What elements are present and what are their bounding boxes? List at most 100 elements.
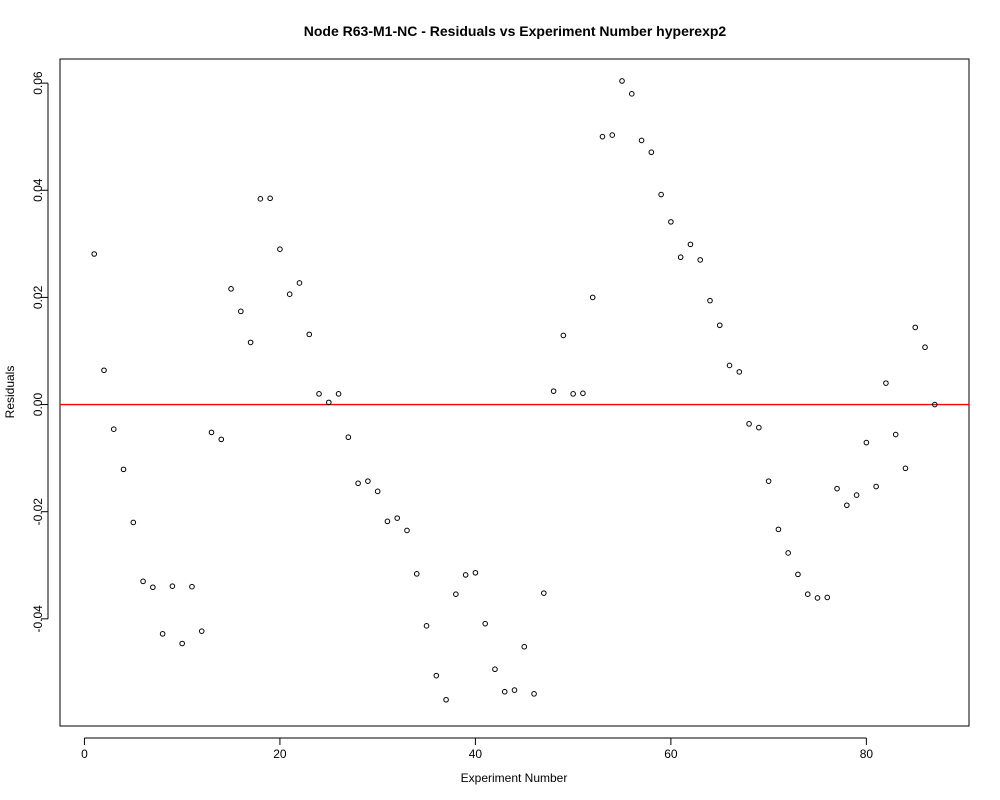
data-point	[707, 297, 713, 304]
data-point	[609, 132, 616, 138]
data-point	[922, 344, 928, 351]
data-point	[716, 322, 723, 329]
y-tick-label: -0.02	[31, 498, 45, 526]
data-point	[423, 623, 430, 629]
data-point	[384, 518, 391, 525]
x-tick-label: 20	[273, 747, 287, 761]
data-point	[316, 391, 322, 397]
data-point	[883, 380, 889, 386]
data-point	[658, 191, 664, 198]
data-point	[619, 78, 625, 84]
data-point	[218, 436, 225, 443]
data-point	[668, 219, 674, 225]
data-point	[453, 591, 459, 598]
y-tick-label: 0.00	[31, 393, 45, 417]
data-point	[638, 137, 645, 144]
data-point	[257, 196, 264, 202]
data-point	[804, 591, 811, 598]
x-tick-label: 0	[81, 747, 88, 761]
data-point	[296, 280, 303, 286]
data-point	[345, 434, 352, 441]
data-point	[462, 572, 469, 578]
data-point	[541, 590, 547, 596]
y-tick-label: 0.02	[31, 285, 45, 309]
data-point	[198, 628, 205, 634]
data-point	[130, 519, 137, 526]
data-point	[648, 149, 655, 156]
data-point	[238, 308, 244, 315]
x-tick-label: 80	[860, 747, 874, 761]
y-axis: -0.04 -0.02 0.00 0.02 0.04 0.06	[31, 71, 49, 633]
x-axis-label: Experiment Number	[461, 771, 568, 785]
data-point	[228, 286, 234, 292]
data-point	[306, 331, 313, 338]
data-point	[677, 254, 684, 261]
data-point	[628, 91, 635, 97]
data-point	[355, 480, 361, 487]
data-point	[179, 640, 185, 647]
data-point	[472, 569, 479, 576]
data-point	[189, 583, 195, 590]
data-point	[101, 367, 107, 374]
data-point	[902, 465, 909, 472]
data-point	[785, 550, 791, 556]
data-point	[795, 571, 801, 578]
data-point	[697, 257, 704, 263]
x-tick-label: 40	[469, 747, 483, 761]
plot-frame	[59, 58, 970, 727]
data-point	[765, 478, 772, 484]
data-point	[159, 631, 166, 637]
data-point	[277, 246, 283, 252]
data-point	[570, 391, 576, 397]
data-point	[931, 401, 938, 408]
x-tick-label: 60	[664, 747, 678, 761]
data-point	[746, 421, 752, 427]
y-tick-label: 0.06	[31, 71, 45, 95]
data-point	[775, 526, 782, 533]
data-point	[912, 324, 919, 331]
data-point	[433, 672, 440, 679]
data-point	[335, 391, 342, 397]
data-point	[492, 666, 498, 673]
data-point	[443, 696, 449, 703]
data-point	[550, 388, 557, 394]
data-point	[814, 595, 821, 601]
data-point	[286, 291, 293, 297]
data-point	[589, 294, 596, 301]
data-point	[120, 466, 127, 473]
data-point	[580, 390, 586, 397]
data-point	[140, 578, 146, 585]
data-point	[687, 241, 694, 248]
data-point	[110, 426, 117, 432]
data-point	[208, 429, 215, 436]
data-point	[482, 620, 488, 627]
data-point	[413, 571, 420, 577]
chart-title: Node R63-M1-NC - Residuals vs Experiment…	[304, 23, 727, 39]
data-point	[560, 332, 567, 339]
data-point	[736, 369, 743, 375]
data-point	[834, 485, 840, 492]
x-axis: 0 20 40 60 80	[81, 737, 874, 761]
data-point	[824, 594, 831, 601]
y-tick-label: 0.04	[31, 178, 45, 202]
y-axis-label: Residuals	[3, 366, 17, 419]
data-point	[873, 483, 879, 490]
data-point	[404, 527, 410, 534]
data-points-layer	[91, 78, 938, 703]
data-point	[365, 478, 371, 484]
data-point	[247, 339, 254, 346]
data-point	[150, 584, 156, 591]
data-point	[374, 488, 381, 495]
data-point	[325, 399, 332, 406]
data-point	[853, 492, 860, 498]
y-tick-label: -0.04	[31, 605, 45, 633]
data-point	[267, 195, 273, 202]
data-point	[511, 687, 518, 693]
data-point	[756, 424, 762, 431]
data-point	[91, 251, 98, 257]
data-point	[892, 431, 899, 438]
data-point	[521, 643, 528, 650]
data-point	[531, 691, 537, 697]
data-point	[844, 502, 850, 509]
